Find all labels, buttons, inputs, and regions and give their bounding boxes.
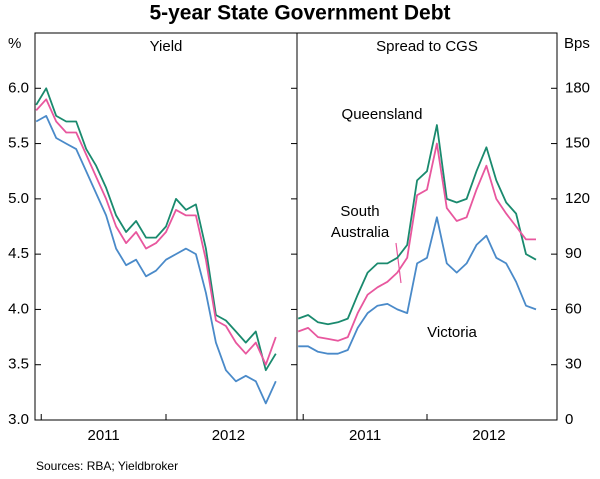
y-tick-label: 3.5	[8, 356, 29, 373]
series-label: Victoria	[427, 324, 477, 341]
series-line	[35, 87, 277, 372]
series-label: South Australia	[331, 203, 390, 241]
y2-tick-label: 90	[565, 245, 582, 262]
y-tick-label: 4.5	[8, 245, 29, 262]
series-label: Queensland	[342, 106, 423, 123]
series-line	[298, 216, 537, 355]
y-tick-label: 5.0	[8, 190, 29, 207]
y-axis-label: %	[8, 35, 21, 52]
panel-title: Spread to CGS	[376, 38, 478, 55]
chart-title: 5-year State Government Debt	[149, 2, 450, 25]
panel-title: Yield	[150, 38, 183, 55]
y2-tick-label: 30	[565, 356, 582, 373]
x-tick-label: 2012	[212, 427, 245, 444]
y-tick-label: 4.0	[8, 300, 29, 317]
x-tick-label: 2011	[349, 427, 381, 444]
series-line	[35, 98, 277, 366]
x-tick-label: 2011	[87, 427, 119, 444]
y2-tick-label: 180	[565, 79, 590, 96]
y2-tick-label: 0	[565, 411, 573, 428]
series-line	[297, 142, 536, 342]
y-tick-label: 5.5	[8, 135, 29, 152]
series-line	[35, 115, 277, 405]
y2-tick-label: 120	[565, 190, 590, 207]
plot-frame	[34, 32, 558, 421]
y2-axis-label: Bps	[564, 35, 590, 52]
series-line	[297, 124, 537, 326]
source-note: Sources: RBA; Yieldbroker	[36, 459, 178, 473]
y-tick-label: 6.0	[8, 79, 29, 96]
annotation-arrow	[395, 242, 402, 284]
y2-tick-label: 60	[565, 300, 582, 317]
x-tick-label: 2012	[472, 427, 505, 444]
y-tick-label: 3.0	[8, 411, 29, 428]
y2-tick-label: 150	[565, 135, 590, 152]
